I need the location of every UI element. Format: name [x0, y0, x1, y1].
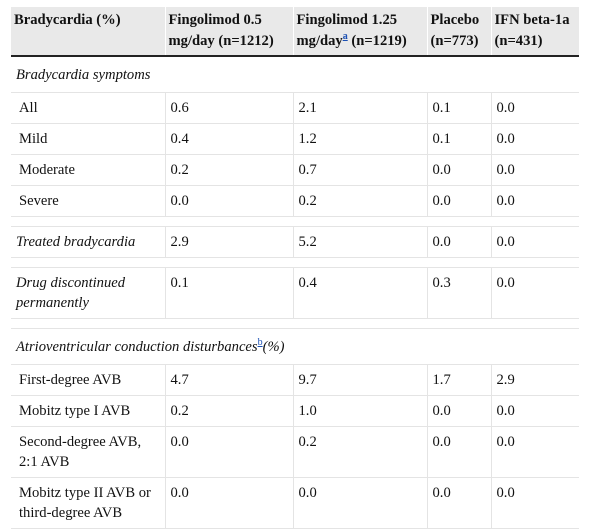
table-row: Mobitz type II AVB or third-degree AVB 0… — [11, 477, 579, 529]
spacer-cell — [11, 257, 579, 268]
table-row: Treated bradycardia 2.9 5.2 0.0 0.0 — [11, 226, 579, 258]
row-label: Drug discontinued permanently — [11, 267, 165, 319]
cell-value: 0.0 — [490, 395, 579, 427]
table-header: Bradycardia (%) Fingolimod 0.5 mg/day (n… — [11, 7, 579, 57]
cell-value: 9.7 — [292, 364, 427, 396]
cell-value: 2.9 — [490, 364, 579, 396]
cell-value: 0.0 — [426, 185, 491, 217]
cell-value: 1.0 — [292, 395, 427, 427]
spacer-row — [11, 216, 579, 227]
row-label: All — [11, 92, 165, 124]
cell-value: 0.0 — [426, 395, 491, 427]
cell-value: 0.0 — [164, 426, 293, 478]
cell-value: 0.6 — [164, 92, 293, 124]
cell-value: 1.2 — [292, 123, 427, 155]
row-label: Mobitz type I AVB — [11, 395, 165, 427]
row-label: Mobitz type II AVB or third-degree AVB — [11, 477, 165, 529]
header-placebo: Placebo (n=773) — [426, 7, 491, 57]
header-fingolimod-05: Fingolimod 0.5 mg/day (n=1212) — [164, 7, 293, 57]
table-row: Drug discontinued permanently 0.1 0.4 0.… — [11, 267, 579, 319]
bradycardia-table: Bradycardia (%) Fingolimod 0.5 mg/day (n… — [11, 7, 579, 529]
spacer-cell — [11, 318, 579, 329]
section-title: Bradycardia symptoms — [11, 55, 579, 93]
table-row: Mild 0.4 1.2 0.1 0.0 — [11, 123, 579, 155]
header-bradycardia: Bradycardia (%) — [11, 7, 165, 57]
header-fingolimod-125: Fingolimod 1.25 mg/daya (n=1219) — [292, 7, 427, 57]
cell-value: 0.0 — [490, 185, 579, 217]
section-title-text: Atrioventricular conduction disturbances — [16, 339, 258, 355]
footnote-a-link[interactable]: a — [342, 31, 348, 43]
cell-value: 0.0 — [164, 185, 293, 217]
cell-value: 2.1 — [292, 92, 427, 124]
table-row: Mobitz type I AVB 0.2 1.0 0.0 0.0 — [11, 395, 579, 427]
cell-value: 0.0 — [164, 477, 293, 529]
row-label: Moderate — [11, 154, 165, 186]
cell-value: 5.2 — [292, 226, 427, 258]
cell-value: 0.0 — [292, 477, 427, 529]
row-label: Mild — [11, 123, 165, 155]
cell-value: 0.4 — [292, 267, 427, 319]
cell-value: 0.0 — [490, 123, 579, 155]
row-label: Severe — [11, 185, 165, 217]
cell-value: 0.3 — [426, 267, 491, 319]
cell-value: 1.7 — [426, 364, 491, 396]
cell-value: 0.0 — [426, 226, 491, 258]
cell-value: 2.9 — [164, 226, 293, 258]
cell-value: 0.2 — [292, 185, 427, 217]
cell-value: 0.7 — [292, 154, 427, 186]
cell-value: 0.1 — [426, 123, 491, 155]
row-label: Treated bradycardia — [11, 226, 165, 258]
header-fingolimod-125-text: Fingolimod 1.25 mg/day — [296, 12, 398, 49]
cell-value: 0.0 — [490, 92, 579, 124]
cell-value: 0.0 — [490, 267, 579, 319]
cell-value: 0.0 — [490, 426, 579, 478]
cell-value: 0.4 — [164, 123, 293, 155]
spacer-cell — [11, 216, 579, 227]
header-fingolimod-125-n: (n=1219) — [347, 33, 407, 49]
header-ifn-beta: IFN beta-1a (n=431) — [490, 7, 579, 57]
row-label: Second-degree AVB, 2:1 AVB — [11, 426, 165, 478]
cell-value: 0.1 — [426, 92, 491, 124]
cell-value: 4.7 — [164, 364, 293, 396]
cell-value: 0.0 — [490, 477, 579, 529]
section-row: Atrioventricular conduction disturbances… — [11, 328, 579, 365]
cell-value: 0.0 — [490, 154, 579, 186]
spacer-row — [11, 318, 579, 329]
table-row: First-degree AVB 4.7 9.7 1.7 2.9 — [11, 364, 579, 396]
table-row: Moderate 0.2 0.7 0.0 0.0 — [11, 154, 579, 186]
table-row: All 0.6 2.1 0.1 0.0 — [11, 92, 579, 124]
cell-value: 0.0 — [490, 226, 579, 258]
section-title-unit: (%) — [262, 339, 285, 355]
cell-value: 0.0 — [426, 477, 491, 529]
section-title: Atrioventricular conduction disturbances… — [11, 328, 579, 365]
spacer-row — [11, 257, 579, 268]
section-row: Bradycardia symptoms — [11, 55, 579, 93]
cell-value: 0.0 — [426, 154, 491, 186]
cell-value: 0.0 — [426, 426, 491, 478]
table-row: Severe 0.0 0.2 0.0 0.0 — [11, 185, 579, 217]
cell-value: 0.2 — [164, 395, 293, 427]
footnote-b-link[interactable]: b — [257, 337, 263, 349]
table-row: Second-degree AVB, 2:1 AVB 0.0 0.2 0.0 0… — [11, 426, 579, 478]
cell-value: 0.2 — [292, 426, 427, 478]
cell-value: 0.2 — [164, 154, 293, 186]
row-label: First-degree AVB — [11, 364, 165, 396]
cell-value: 0.1 — [164, 267, 293, 319]
